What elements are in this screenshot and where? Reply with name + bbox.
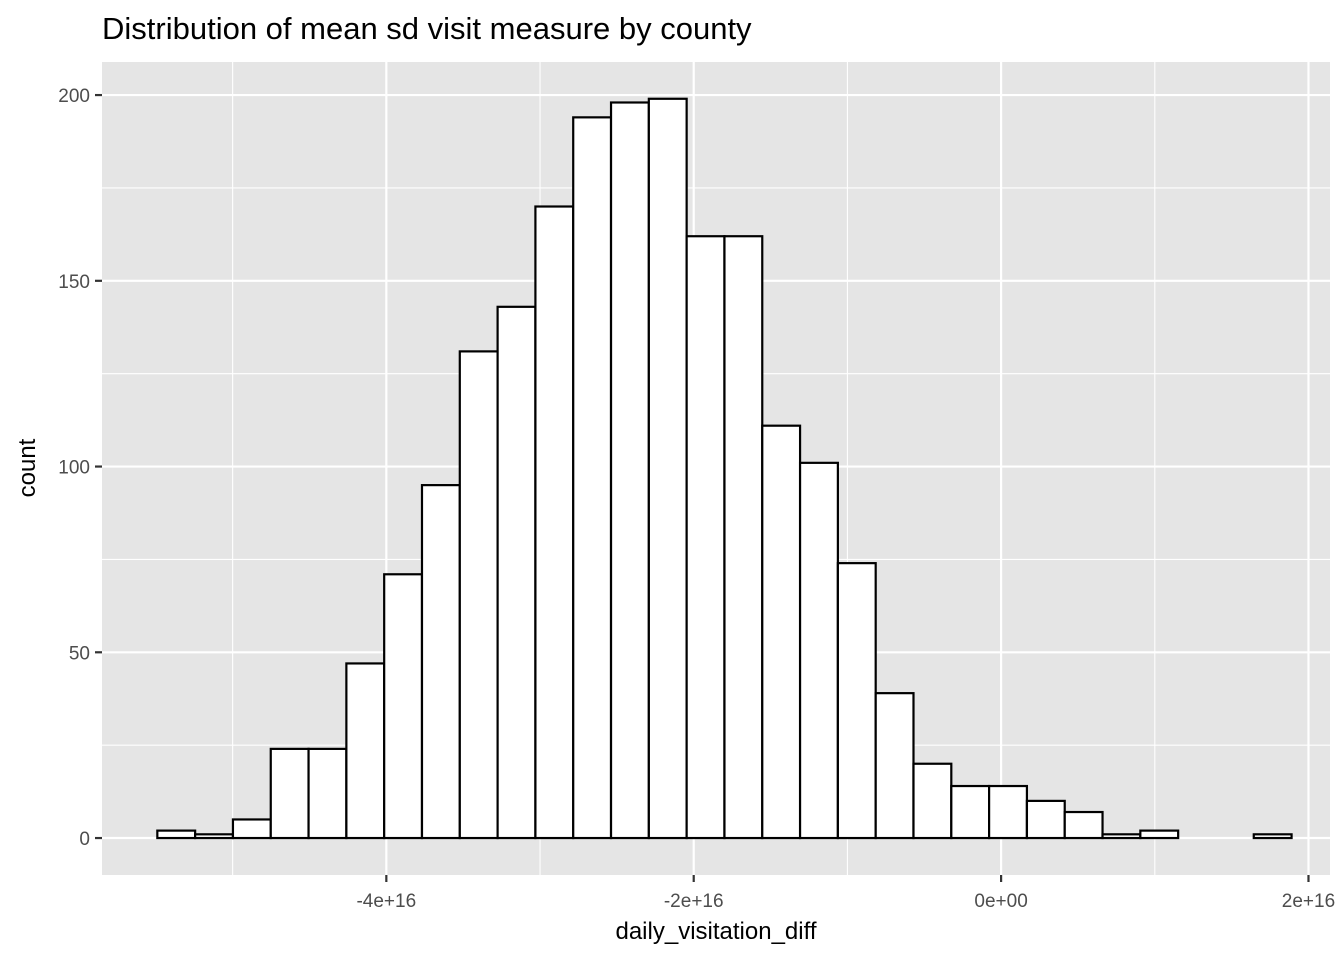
histogram-bar: [420, 484, 461, 840]
histogram-bar: [572, 116, 613, 840]
x-tick-label: 0e+00: [974, 891, 1027, 912]
y-axis-title: count: [14, 438, 41, 497]
histogram-bar: [950, 784, 991, 840]
chart-title: Distribution of mean sd visit measure by…: [102, 11, 752, 46]
y-tick-label: 200: [58, 86, 90, 107]
histogram-bar: [1252, 833, 1293, 840]
x-tick-label: 2e+16: [1282, 891, 1335, 912]
histogram-bar: [269, 747, 310, 840]
histogram-bar: [723, 235, 764, 840]
y-tick-label: 0: [79, 829, 90, 850]
histogram-bars: [156, 97, 1293, 840]
histogram-bar: [1025, 799, 1066, 840]
histogram-bar: [1101, 833, 1142, 840]
y-tick-label: 50: [69, 643, 90, 664]
x-axis: -4e+16 -2e+16 0e+00 2e+16: [356, 875, 1335, 912]
histogram-bar: [761, 424, 802, 840]
histogram-bar: [345, 662, 386, 840]
histogram-bar: [647, 97, 688, 840]
histogram-bar: [1063, 810, 1104, 840]
histogram-bar: [458, 350, 499, 840]
histogram-bar: [798, 461, 839, 840]
y-tick-label: 100: [58, 458, 90, 479]
x-tick-label: -4e+16: [356, 891, 416, 912]
histogram-bar: [609, 101, 650, 840]
histogram-bar: [988, 784, 1029, 840]
histogram-bar: [156, 829, 197, 840]
histogram-bar: [1139, 829, 1180, 840]
x-tick-label: -2e+16: [664, 891, 724, 912]
histogram-bar: [534, 205, 575, 840]
x-axis-title: daily_visitation_diff: [615, 918, 816, 945]
histogram-bar: [912, 762, 953, 840]
histogram-bar: [496, 305, 537, 840]
histogram-bar: [836, 562, 877, 840]
histogram-bar: [383, 573, 424, 840]
y-axis: 0 50 100 150 200: [58, 86, 102, 850]
y-tick-label: 150: [58, 272, 90, 293]
histogram-bar: [307, 747, 348, 840]
histogram-bar: [231, 818, 272, 840]
histogram-bar: [685, 235, 726, 840]
histogram-bar: [194, 833, 235, 840]
histogram-bar: [874, 692, 915, 840]
